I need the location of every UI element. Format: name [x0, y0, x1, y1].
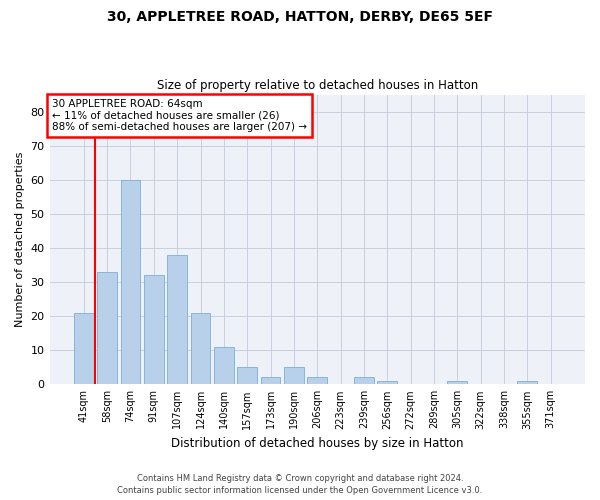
Bar	[260, 378, 280, 384]
Bar	[238, 368, 257, 384]
Bar	[214, 347, 234, 385]
Bar	[307, 378, 327, 384]
Title: Size of property relative to detached houses in Hatton: Size of property relative to detached ho…	[157, 79, 478, 92]
Bar	[167, 255, 187, 384]
Text: 30, APPLETREE ROAD, HATTON, DERBY, DE65 5EF: 30, APPLETREE ROAD, HATTON, DERBY, DE65 …	[107, 10, 493, 24]
Bar	[144, 275, 164, 384]
Bar	[121, 180, 140, 384]
X-axis label: Distribution of detached houses by size in Hatton: Distribution of detached houses by size …	[171, 437, 464, 450]
Bar	[517, 381, 538, 384]
Bar	[354, 378, 374, 384]
Bar	[97, 272, 117, 384]
Bar	[284, 368, 304, 384]
Text: 30 APPLETREE ROAD: 64sqm
← 11% of detached houses are smaller (26)
88% of semi-d: 30 APPLETREE ROAD: 64sqm ← 11% of detach…	[52, 99, 307, 132]
Y-axis label: Number of detached properties: Number of detached properties	[15, 152, 25, 327]
Bar	[74, 312, 94, 384]
Bar	[377, 381, 397, 384]
Text: Contains HM Land Registry data © Crown copyright and database right 2024.
Contai: Contains HM Land Registry data © Crown c…	[118, 474, 482, 495]
Bar	[191, 312, 211, 384]
Bar	[448, 381, 467, 384]
